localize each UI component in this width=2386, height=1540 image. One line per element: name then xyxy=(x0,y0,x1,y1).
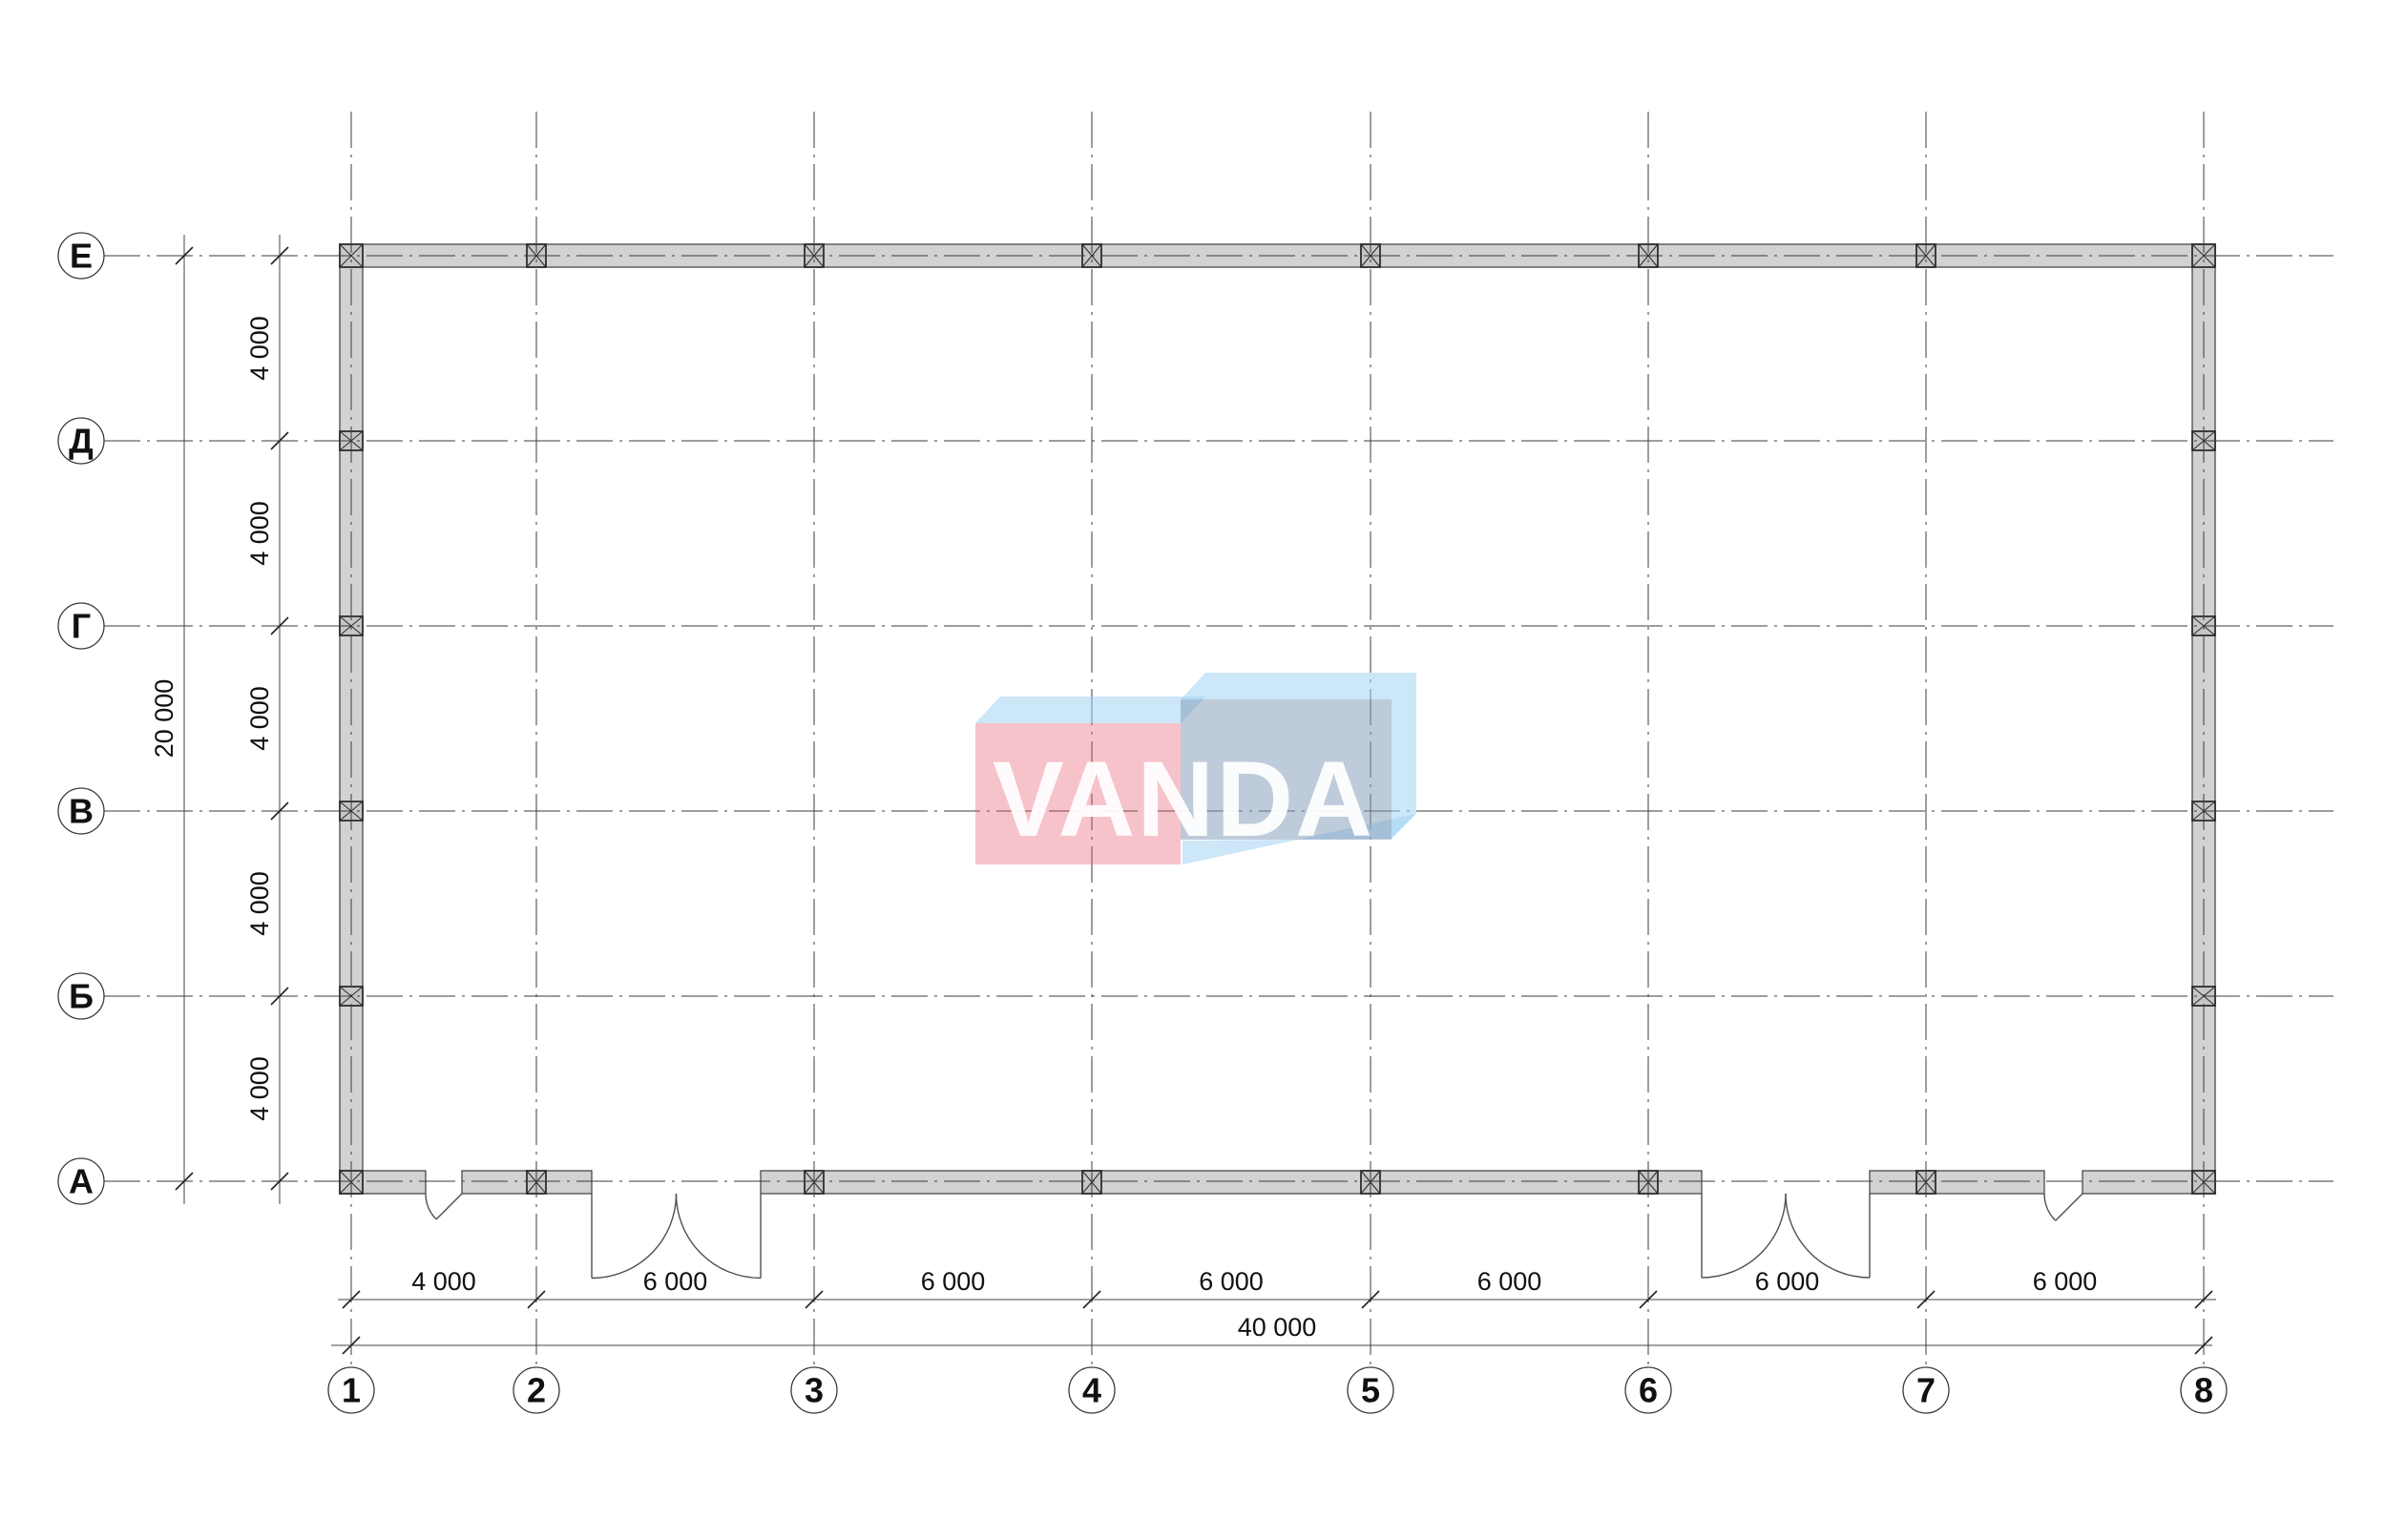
door-swing-arc xyxy=(675,1193,762,1280)
grid-bubble-row-2-circle xyxy=(57,417,105,465)
dim-label-bay: 4 000 xyxy=(245,1056,274,1121)
dim-label-bay: 6 000 xyxy=(921,1267,986,1296)
grid-bubble-row-2-label: Д xyxy=(69,422,94,461)
dim-tick xyxy=(270,801,289,821)
grid-bubble-row-5-circle xyxy=(57,972,105,1020)
grid-bubble-col-5-circle xyxy=(1347,1366,1394,1414)
watermark-shape xyxy=(975,723,1181,864)
column-cross xyxy=(339,615,364,636)
grid-bubble-col-2-label: 2 xyxy=(527,1371,546,1410)
grid-line-layer xyxy=(104,112,2334,1367)
grid-bubble-row-4-label: В xyxy=(69,792,94,831)
grid-bubble-col-4-label: 4 xyxy=(1082,1371,1101,1410)
dim-label-bay: 4 000 xyxy=(245,316,274,381)
door-swing-arc xyxy=(591,1193,678,1280)
door-swing-arc xyxy=(1785,1193,1871,1279)
dim-label-bay: 6 000 xyxy=(643,1267,708,1296)
dim-label-bay: 6 000 xyxy=(1199,1267,1264,1296)
grid-bubble-col-1-label: 1 xyxy=(342,1371,361,1410)
grid-bubble-col-4-circle xyxy=(1068,1366,1116,1414)
dim-tick xyxy=(342,1290,361,1309)
door-swing-arc xyxy=(1701,1193,1787,1279)
grid-bubble-row-1-circle xyxy=(57,232,105,280)
dim-tick xyxy=(270,987,289,1006)
watermark-shape xyxy=(1181,673,1416,699)
dim-label-bay: 4 000 xyxy=(245,686,274,751)
dim-label-bay: 6 000 xyxy=(1477,1267,1542,1296)
door-layer xyxy=(425,1193,2083,1280)
grid-bubble-col-8-label: 8 xyxy=(2194,1371,2213,1410)
grid-bubble-row-6-label: А xyxy=(69,1162,94,1201)
watermark-text: VANDA xyxy=(993,739,1374,859)
grid-bubble-row-6-circle xyxy=(57,1157,105,1205)
grid-bubble-col-2-circle xyxy=(513,1366,560,1414)
dim-label-total-height: 20 000 xyxy=(150,679,178,759)
dim-tick xyxy=(1916,1290,1936,1309)
dim-tick xyxy=(175,246,194,265)
grid-bubble-col-8-circle xyxy=(2180,1366,2228,1414)
axis-bubble-layer: 1 2 3 4 5 6 7 8 Е Д Г В Б А xyxy=(57,232,2228,1414)
grid-bubble-row-3-label: Г xyxy=(72,607,91,646)
door-swing-arc xyxy=(425,1193,437,1220)
dim-tick xyxy=(1639,1290,1658,1309)
grid-bubble-col-1-circle xyxy=(327,1366,375,1414)
dim-tick xyxy=(2194,1290,2213,1309)
dim-label-bay: 6 000 xyxy=(2033,1267,2098,1296)
door-leaf xyxy=(435,1193,463,1220)
watermark-shape xyxy=(1181,699,1392,840)
dim-tick xyxy=(270,616,289,635)
dim-tick xyxy=(342,1336,361,1355)
dim-tick xyxy=(270,246,289,265)
grid-bubble-row-4-circle xyxy=(57,787,105,835)
grid-bubble-col-6-label: 6 xyxy=(1639,1371,1658,1410)
dim-label-total-width: 40 000 xyxy=(1238,1313,1317,1342)
dimension-layer: 4 000 6 000 6 000 6 000 6 000 6 000 6 000 40 00… xyxy=(150,235,2216,1355)
dim-tick xyxy=(805,1290,824,1309)
dim-tick xyxy=(2194,1336,2213,1355)
watermark-shape xyxy=(1392,673,1416,839)
grid-bubble-col-5-label: 5 xyxy=(1361,1371,1380,1410)
grid-bubble-col-3-label: 3 xyxy=(805,1371,824,1410)
column-cross xyxy=(339,243,364,268)
dim-tick xyxy=(270,1172,289,1191)
watermark-shape xyxy=(975,697,1205,723)
wall-bottom-segment xyxy=(1869,1170,2045,1195)
grid-bubble-col-7-label: 7 xyxy=(1916,1371,1936,1410)
watermark-logo: VANDA xyxy=(975,673,1416,864)
dim-label-bay: 4 000 xyxy=(245,501,274,566)
dim-tick xyxy=(175,1172,194,1191)
wall-bottom-segment xyxy=(760,1170,1703,1195)
grid-bubble-col-7-circle xyxy=(1902,1366,1950,1414)
grid-bubble-row-1-label: Е xyxy=(70,237,93,276)
dim-label-bay: 4 000 xyxy=(245,871,274,936)
dim-tick xyxy=(527,1290,546,1309)
grid-bubble-col-3-circle xyxy=(790,1366,838,1414)
door-swing-arc xyxy=(2043,1193,2057,1221)
door-leaf xyxy=(2055,1193,2083,1221)
dim-tick xyxy=(270,431,289,450)
grid-bubble-row-3-circle xyxy=(57,602,105,650)
dim-tick xyxy=(1361,1290,1380,1309)
grid-bubble-row-5-label: Б xyxy=(69,977,94,1016)
column-cross xyxy=(1915,243,1936,268)
dim-label-bay: 6 000 xyxy=(1755,1267,1820,1296)
dim-label-bay: 4 000 xyxy=(411,1267,476,1296)
grid-bubble-col-6-circle xyxy=(1624,1366,1672,1414)
dim-tick xyxy=(1082,1290,1101,1309)
